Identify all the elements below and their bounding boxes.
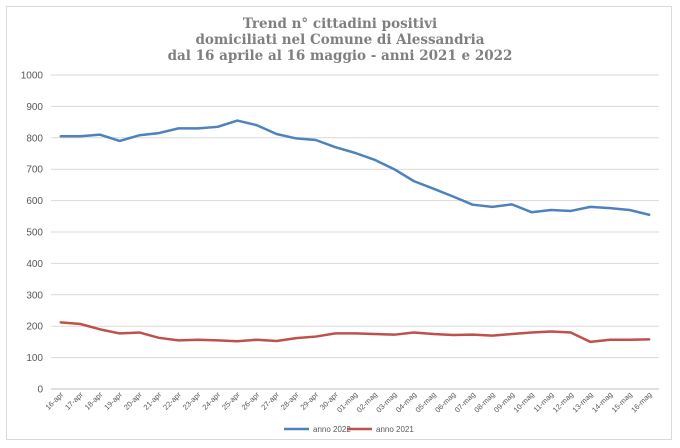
x-tick-label: 05-mag xyxy=(414,390,438,414)
x-tick-label: 14-mag xyxy=(590,390,614,414)
x-tick-label: 25-apr xyxy=(220,390,242,412)
x-tick-label: 02-mag xyxy=(355,390,379,414)
x-tick-label: 09-mag xyxy=(492,390,516,414)
x-tick-label: 28-apr xyxy=(279,390,301,412)
x-tick-label: 06-mag xyxy=(433,390,457,414)
legend-label-anno-2021: anno 2021 xyxy=(376,425,414,434)
legend: anno 2022 anno 2021 xyxy=(284,425,414,434)
y-tick-label: 200 xyxy=(26,322,43,333)
x-tick-label: 16-mag xyxy=(629,390,653,414)
x-tick-label: 10-mag xyxy=(512,390,536,414)
y-axis-ticks: 0 100 200 300 400 500 600 700 800 900 1000 xyxy=(21,71,44,396)
y-tick-label: 500 xyxy=(26,228,43,239)
chart-title-line-2: domiciliati nel Comune di Alessandria xyxy=(195,32,484,48)
x-tick-label: 04-mag xyxy=(394,390,418,414)
legend-label-anno-2022: anno 2022 xyxy=(313,425,351,434)
y-tick-label: 700 xyxy=(26,165,43,176)
x-tick-label: 07-mag xyxy=(453,390,477,414)
y-tick-label: 800 xyxy=(26,133,43,144)
x-tick-label: 23-apr xyxy=(181,390,203,412)
x-tick-label: 15-mag xyxy=(610,390,634,414)
x-tick-label: 24-apr xyxy=(200,390,222,412)
x-tick-label: 26-apr xyxy=(240,390,262,412)
x-tick-label: 17-apr xyxy=(63,390,85,412)
x-tick-label: 22-apr xyxy=(161,390,183,412)
x-tick-label: 13-mag xyxy=(570,390,594,414)
series-line-anno-2022 xyxy=(59,119,651,216)
chart-title-line-1: Trend n° cittadini positivi xyxy=(243,16,437,32)
x-tick-label: 01-mag xyxy=(335,390,359,414)
y-tick-label: 400 xyxy=(26,259,43,270)
chart-frame: Trend n° cittadini positivi domiciliati … xyxy=(6,6,672,440)
gridlines xyxy=(51,74,659,390)
x-tick-label: 21-apr xyxy=(142,390,164,412)
chart-title-line-3: dal 16 aprile al 16 maggio - anni 2021 e… xyxy=(168,48,513,64)
x-tick-label: 03-mag xyxy=(374,390,398,414)
line-chart: Trend n° cittadini positivi domiciliati … xyxy=(21,16,659,434)
series-lines xyxy=(59,119,651,344)
x-tick-label: 12-mag xyxy=(551,390,575,414)
y-tick-label: 600 xyxy=(26,196,43,207)
x-axis-ticks: 16-apr17-apr18-apr19-apr20-apr21-apr22-a… xyxy=(44,390,654,415)
y-tick-label: 1000 xyxy=(21,71,44,82)
y-tick-label: 0 xyxy=(37,385,43,396)
y-tick-label: 900 xyxy=(26,102,43,113)
x-tick-label: 29-apr xyxy=(298,390,320,412)
y-tick-label: 300 xyxy=(26,290,43,301)
x-tick-label: 16-apr xyxy=(44,390,66,412)
x-tick-label: 20-apr xyxy=(122,390,144,412)
y-tick-label: 100 xyxy=(26,353,43,364)
series-line-anno-2021 xyxy=(59,321,651,344)
x-tick-label: 08-mag xyxy=(472,390,496,414)
x-tick-label: 19-apr xyxy=(102,390,124,412)
x-tick-label: 27-apr xyxy=(259,390,281,412)
x-tick-label: 18-apr xyxy=(83,390,105,412)
chart-title: Trend n° cittadini positivi domiciliati … xyxy=(168,16,513,64)
